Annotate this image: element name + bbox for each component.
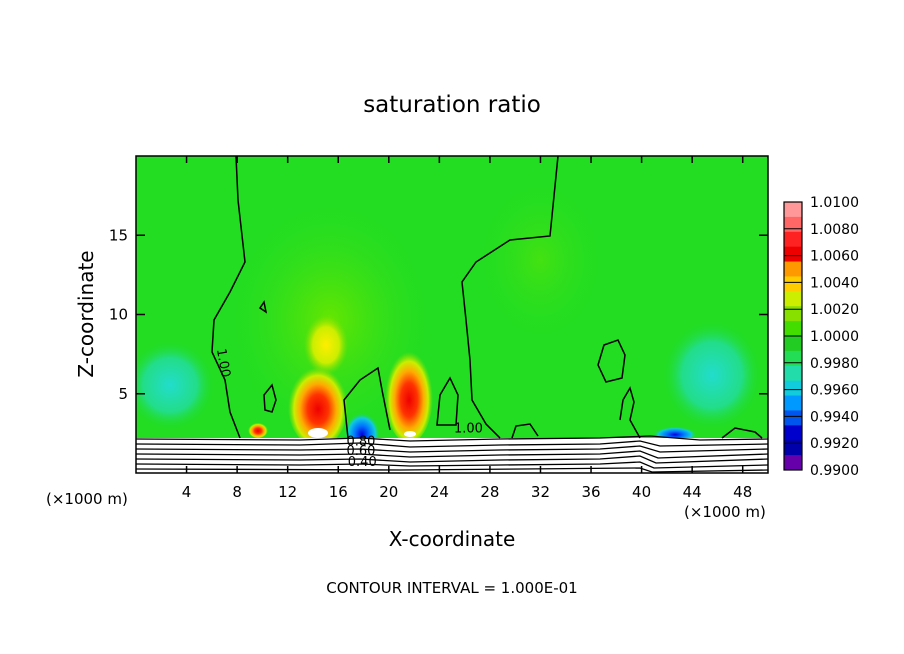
- colorbar-swatch: [784, 336, 802, 352]
- colorbar-swatch: [784, 380, 802, 397]
- contour-line: [597, 339, 626, 383]
- x-tick-label: 32: [531, 483, 550, 501]
- colorbar-label: 1.0060: [810, 249, 859, 265]
- x-tick-label: 28: [480, 483, 499, 501]
- x-axis-label: X-coordinate: [389, 527, 516, 551]
- y-tick-label: 5: [118, 385, 128, 403]
- colorbar-swatch: [784, 276, 802, 292]
- chart-title: saturation ratio: [363, 92, 541, 118]
- colorbar-label: 0.9920: [810, 436, 859, 452]
- colorbar-label: 0.9980: [810, 356, 859, 372]
- x-axis: 4 8 12 16 20 24 28 32 36 40 44 48: [182, 156, 752, 501]
- contour-line: [211, 156, 246, 439]
- colorbar-swatch: [784, 246, 802, 263]
- colorbar-swatch: [784, 350, 802, 367]
- x-tick-label: 8: [232, 483, 242, 501]
- colorbar-swatch: [784, 395, 802, 411]
- field-yellow-region: [304, 315, 348, 375]
- x-unit-left: (×1000 m): [46, 490, 128, 508]
- colorbar-label: 0.9960: [810, 383, 859, 399]
- x-tick-label: 48: [733, 483, 752, 501]
- lower-contour: [136, 467, 768, 473]
- contour-line: [343, 366, 391, 439]
- lower-contour-lines: [136, 435, 768, 473]
- contour-line: [721, 427, 763, 439]
- y-axis: 5 10 15: [109, 226, 768, 403]
- colorbar-label: 1.0100: [810, 195, 859, 211]
- x-tick-label: 40: [632, 483, 651, 501]
- x-tick-label: 12: [278, 483, 297, 501]
- contour-label: 0.40: [348, 455, 377, 470]
- field-cyan-region: [136, 340, 215, 430]
- colorbar-swatch: [784, 202, 802, 218]
- colorbar-swatch: [784, 261, 802, 277]
- colorbar-swatch: [784, 291, 802, 307]
- x-tick-label: 44: [683, 483, 702, 501]
- field-white-patch: [308, 428, 328, 438]
- colorbar-swatch: [784, 425, 802, 441]
- x-tick-label: 4: [182, 483, 192, 501]
- x-tick-label: 16: [329, 483, 348, 501]
- colorbar-swatch: [784, 216, 802, 233]
- contour-line: [461, 156, 559, 439]
- contour-label: 0.80: [347, 434, 376, 449]
- field-red-plume: [288, 363, 348, 447]
- contour-line: [258, 300, 268, 314]
- colorbar-swatch: [784, 455, 802, 471]
- contour-line: [436, 376, 459, 426]
- y-tick-label: 10: [109, 306, 128, 324]
- colorbar-swatch: [784, 365, 802, 382]
- colorbar-label: 0.9940: [810, 409, 859, 425]
- colorbar-swatch: [784, 440, 802, 456]
- colorbar: 1.0100 1.0080 1.0060 1.0040 1.0020 1.0000 0.99…: [783, 195, 859, 479]
- contour-line: [619, 386, 641, 439]
- contour-label: 1.00: [454, 422, 483, 437]
- field-light-region: [470, 170, 610, 350]
- field-red-plume: [385, 347, 433, 443]
- colorbar-swatch: [784, 410, 802, 426]
- y-tick-label: 15: [109, 226, 128, 244]
- field-white-patch: [404, 431, 416, 437]
- colorbar-swatch: [784, 306, 802, 322]
- field-red-plume: [248, 422, 268, 438]
- lower-contour: [136, 455, 768, 464]
- x-unit-right: (×1000 m): [684, 503, 766, 521]
- lower-contour: [136, 461, 768, 469]
- colorbar-label: 0.9900: [810, 463, 859, 479]
- contour-label: 1.00: [213, 347, 233, 378]
- lower-contour: [136, 435, 768, 442]
- x-tick-label: 36: [581, 483, 600, 501]
- contour-line: [263, 383, 277, 413]
- y-axis-label: Z-coordinate: [74, 250, 98, 377]
- x-tick-label: 20: [379, 483, 398, 501]
- colorbar-label: 1.0000: [810, 329, 859, 345]
- x-tick-label: 24: [430, 483, 449, 501]
- lower-contour: [136, 445, 768, 453]
- lower-contour: [136, 440, 768, 448]
- contour-line: [511, 423, 539, 439]
- colorbar-swatch: [784, 321, 802, 337]
- contour-lines: [211, 156, 763, 439]
- contour-labels: 1.00 1.00 0.800.600.40: [213, 347, 483, 469]
- contour-label: 0.60: [347, 444, 376, 459]
- colorbar-label: 1.0040: [810, 275, 859, 291]
- field-cyan-region: [662, 320, 762, 430]
- contour-interval-note: CONTOUR INTERVAL = 1.000E-01: [326, 579, 577, 597]
- colorbar-swatch: [784, 231, 802, 248]
- lower-contour: [136, 450, 768, 459]
- colorbar-label: 1.0080: [810, 222, 859, 238]
- colorbar-label: 1.0020: [810, 302, 859, 318]
- plot-area: 1.00 1.00 0.800.600.40: [136, 156, 768, 473]
